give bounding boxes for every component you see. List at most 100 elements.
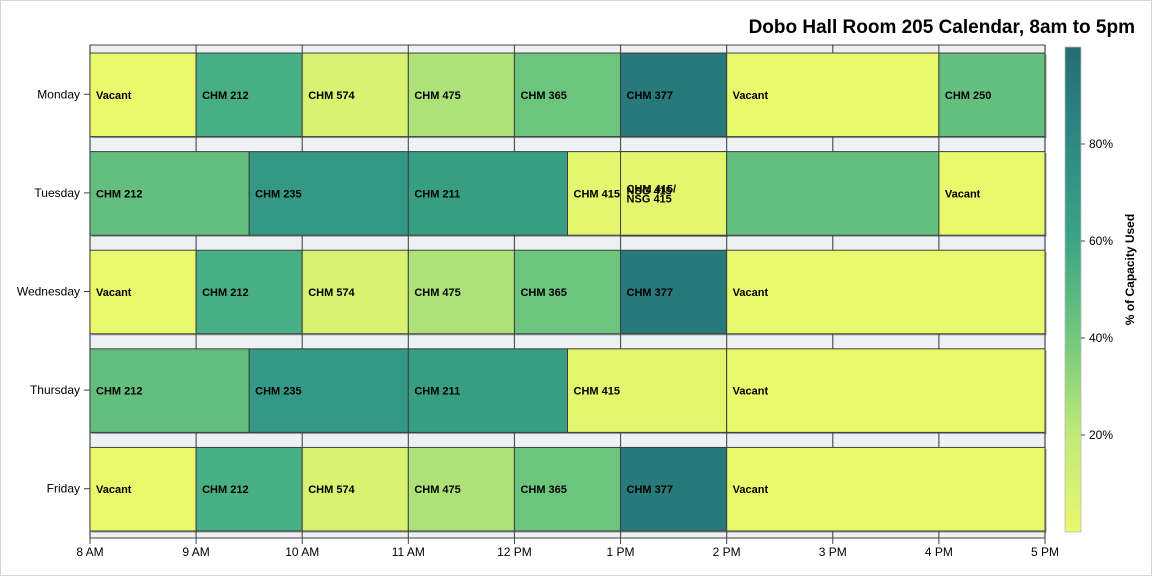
colorbar-title: % of Capacity Used [1123,214,1137,325]
block-label: Vacant [96,287,132,299]
block-label-overlay: NSG 415 [627,185,672,197]
block [195,249,303,335]
block-label: CHM 211 [414,188,460,200]
row-band-bottom [90,432,1045,440]
block-label: CHM 574 [308,90,355,102]
colorbar-tick-label: 80% [1089,137,1113,151]
row-band-top [90,242,1045,250]
row-band-top [90,340,1045,348]
chart-title: Dobo Hall Room 205 Calendar, 8am to 5pm [749,17,1135,38]
block [89,348,250,433]
block [89,52,197,138]
x-tick-label: 11 AM [392,545,425,559]
block [301,446,409,532]
y-tick-label: Thursday [30,383,80,397]
block-label: CHM 212 [202,90,248,102]
block-label: CHM 415 [574,188,620,200]
block [407,348,569,433]
x-tick-label: 12 PM [497,545,532,559]
block-label: CHM 212 [96,188,142,200]
block-label: CHM 211 [414,386,460,398]
block-label: Vacant [96,484,132,496]
row-tuesday: CHM 212 CHM 235 CHM 211 CHM 415 CHM 415/NSG … [89,151,1047,237]
block-label: Vacant [733,484,769,496]
block-label: CHM 212 [202,484,248,496]
block [301,249,409,335]
row-friday: Vacant CHM 212 CHM 574 CHM 475 CHM 365 CHM 37… [89,446,1047,533]
block-label: CHM 377 [627,287,673,299]
block [513,52,622,138]
block-label: NSG 415 [627,193,672,205]
block-label: CHM 212 [96,386,142,398]
x-tick-label: 2 PM [713,545,741,559]
block [938,151,1046,236]
row-band-bottom [90,531,1045,538]
block [89,249,197,335]
block [726,249,1046,335]
block-label: CHM 475 [414,287,460,299]
block [513,446,622,532]
x-tick-label: 8 AM [76,545,103,559]
block-label: CHM 235 [255,188,301,200]
block-label: CHM 365 [520,287,566,299]
x-tick-label: 1 PM [607,545,635,559]
block-label: CHM 365 [520,484,566,496]
row-band-bottom [90,235,1045,243]
block-label: CHM 415/ [627,183,677,195]
x-tick-label: 3 PM [819,545,847,559]
block-label: CHM 574 [308,484,355,496]
block [513,249,622,335]
y-tick-label: Wednesday [17,285,80,299]
block-label: CHM 377 [627,90,673,102]
block [620,446,728,532]
colorbar-tick-label: 20% [1089,428,1113,442]
block [726,151,940,236]
row-band-top [90,439,1045,447]
row-band-bottom [90,333,1045,341]
block [407,52,515,138]
block-label: Vacant [733,386,769,398]
block [726,52,940,138]
row-wednesday: Vacant CHM 212 CHM 574 CHM 475 CHM 365 CHM 37… [89,249,1047,336]
x-tick-label: 4 PM [925,545,953,559]
row-band-top [90,45,1045,52]
block [195,446,303,532]
x-tick-label: 9 AM [182,545,209,559]
row-monday: Vacant CHM 212 CHM 574 CHM 475 CHM 365 CHM 37… [89,52,1047,139]
block [620,52,728,138]
block [726,446,1046,532]
block [248,348,409,433]
colorbar-tick-label: 60% [1089,234,1113,248]
block-label: CHM 365 [520,90,566,102]
block-label: CHM 250 [945,90,991,102]
block-label: CHM 574 [308,287,355,299]
block-label: CHM 235 [255,386,301,398]
block-label: CHM 475 [414,484,460,496]
y-tick-label: Tuesday [34,186,80,200]
block [89,446,197,532]
x-tick-label: 10 AM [285,545,319,559]
block [301,52,409,138]
x-tick-label: 5 PM [1031,545,1059,559]
block [407,446,515,532]
row-thursday: CHM 212 CHM 235 CHM 211 CHM 415 Vacant [89,348,1047,434]
block [620,249,728,335]
block-label: Vacant [733,90,769,102]
block-label: Vacant [945,188,981,200]
block [407,151,569,236]
y-tick-label: Monday [37,87,80,101]
colorbar-tick-label: 40% [1089,331,1113,345]
block [248,151,409,236]
row-band-bottom [90,136,1045,144]
block-label: Vacant [733,287,769,299]
block [89,151,250,236]
block [567,348,728,433]
block-label: CHM 475 [414,90,460,102]
y-tick-label: Friday [47,482,80,496]
block [726,348,1046,433]
block-label: CHM 377 [627,484,673,496]
block-label: CHM 415 [574,386,620,398]
block [195,52,303,138]
block-label: CHM 212 [202,287,248,299]
